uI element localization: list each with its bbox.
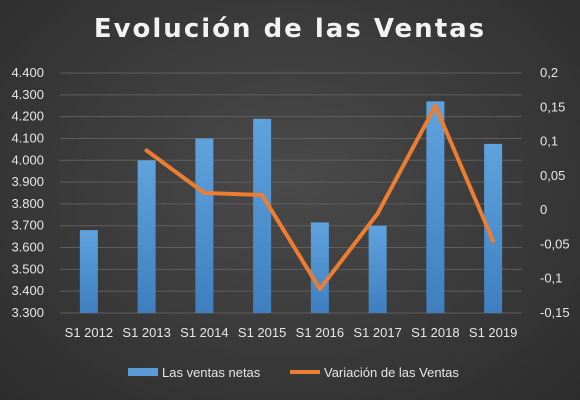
line-point-variacion [144,148,149,153]
bar-las-ventas-netas [195,138,214,313]
y-left-tick-label: 4.400 [11,65,44,80]
bar-las-ventas-netas [253,118,272,314]
x-tick-label: S1 2019 [469,325,517,340]
y-right-tick-label: -0,15 [540,305,570,320]
y-right-tick-label: 0 [540,202,547,217]
line-point-variacion [202,191,207,195]
line-point-variacion [260,193,265,198]
line-point-variacion [375,211,380,216]
bar-las-ventas-netas [137,160,156,313]
x-tick-label: S1 2017 [353,325,401,340]
y-left-tick-label: 3.700 [11,218,44,233]
y-left-tick-label: 3.800 [11,196,44,211]
y-left-tick-label: 3.400 [11,283,44,298]
y-left-tick-label: 3.900 [11,174,44,189]
y-left-tick-label: 4.100 [11,130,44,145]
bar-las-ventas-netas [310,222,329,313]
y-right-tick-label: 0,15 [540,99,565,114]
legend-label-bar: Las ventas netas [162,365,261,380]
y-left-tick-label: 3.500 [11,261,44,276]
line-point-variacion [433,103,438,108]
x-tick-label: S1 2018 [411,325,459,340]
x-tick-label: S1 2014 [180,325,228,340]
y-right-tick-label: 0,05 [540,168,565,183]
chart-title: Evolución de las Ventas [93,14,487,44]
bar-las-ventas-netas [484,143,503,313]
y-right-tick-label: -0,1 [540,271,562,286]
line-point-variacion [317,287,322,291]
x-tick-label: S1 2016 [296,325,344,340]
y-left-tick-label: 3.600 [11,240,44,255]
legend-label-line: Variación de las Ventas [324,365,459,380]
bar-las-ventas-netas [79,230,98,313]
y-right-tick-label: -0,05 [540,236,570,251]
y-left-tick-label: 4.300 [11,87,44,102]
y-right-tick-label: 0,2 [540,65,558,80]
x-tick-label: S1 2013 [122,325,170,340]
y-left-tick-label: 4.200 [11,109,44,124]
y-left-tick-label: 3.300 [11,305,44,320]
x-tick-label: S1 2012 [65,325,113,340]
y-right-tick-label: 0,1 [540,134,558,149]
y-left-tick-label: 4.000 [11,152,44,167]
bar-las-ventas-netas [368,225,387,313]
x-tick-label: S1 2015 [238,325,286,340]
line-point-variacion [491,239,496,243]
legend-swatch-bar [128,368,158,376]
bar-las-ventas-netas [426,101,445,313]
